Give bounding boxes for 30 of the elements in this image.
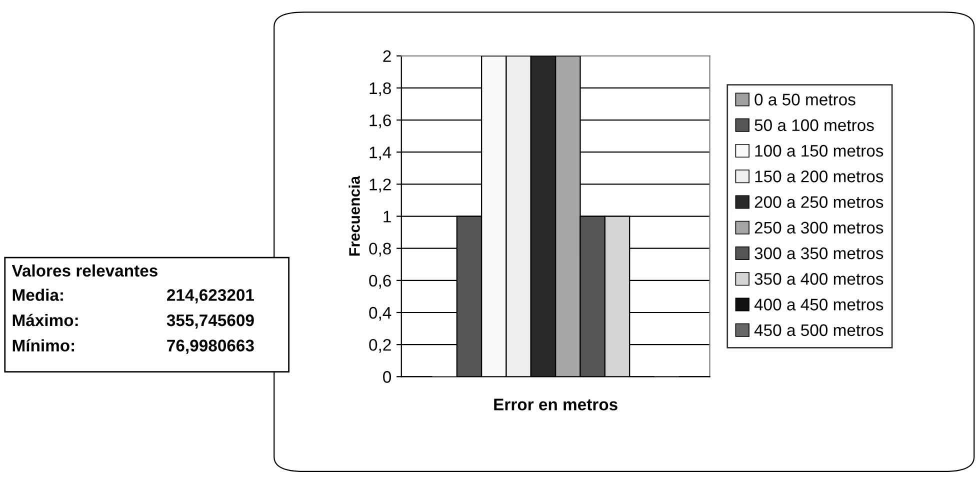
y-tick-label: 1: [384, 210, 391, 222]
legend-label: 50 a 100 metros: [754, 119, 874, 132]
y-tick-label: 0: [383, 371, 392, 383]
legend-label: 150 a 200 metros: [755, 170, 884, 182]
legend-label: 0 a 50 metros: [754, 94, 856, 106]
legend-label: 200 a 250 metros: [754, 196, 884, 208]
y-tick-label: 2: [383, 50, 391, 62]
legend-label: 250 a 300 metros: [754, 222, 884, 234]
y-tick-label: 1,4: [370, 146, 392, 160]
y-tick-label: 1,8: [370, 82, 391, 96]
text: Mínimo:: [12, 339, 74, 352]
legend-label: 450 a 500 metros: [754, 324, 884, 336]
legend-label: 350 a 400 metros: [754, 273, 884, 285]
text: 214,623201: [167, 289, 254, 304]
x-axis-title: Error en metros: [494, 398, 618, 410]
text: 355,745609: [166, 314, 254, 329]
y-tick-label: 0,2: [369, 338, 391, 353]
text: 76,9980663: [167, 340, 254, 354]
text: Máximo:: [12, 314, 78, 326]
y-tick-label: 0,8: [369, 242, 391, 257]
y-tick-label: 1,2: [370, 178, 391, 192]
y-tick-label: 0,4: [369, 306, 392, 321]
y-tick-label: 0,6: [369, 274, 391, 289]
legend-label: 100 a 150 metros: [755, 144, 884, 157]
y-axis-title: Frecuencia: [348, 176, 360, 256]
legend-label: 400 a 450 metros: [754, 298, 884, 310]
legend-label: 300 a 350 metros: [754, 247, 884, 260]
y-tick-label: 1,6: [370, 114, 391, 128]
text: Valores relevantes: [12, 264, 158, 277]
text: Media:: [12, 288, 63, 301]
